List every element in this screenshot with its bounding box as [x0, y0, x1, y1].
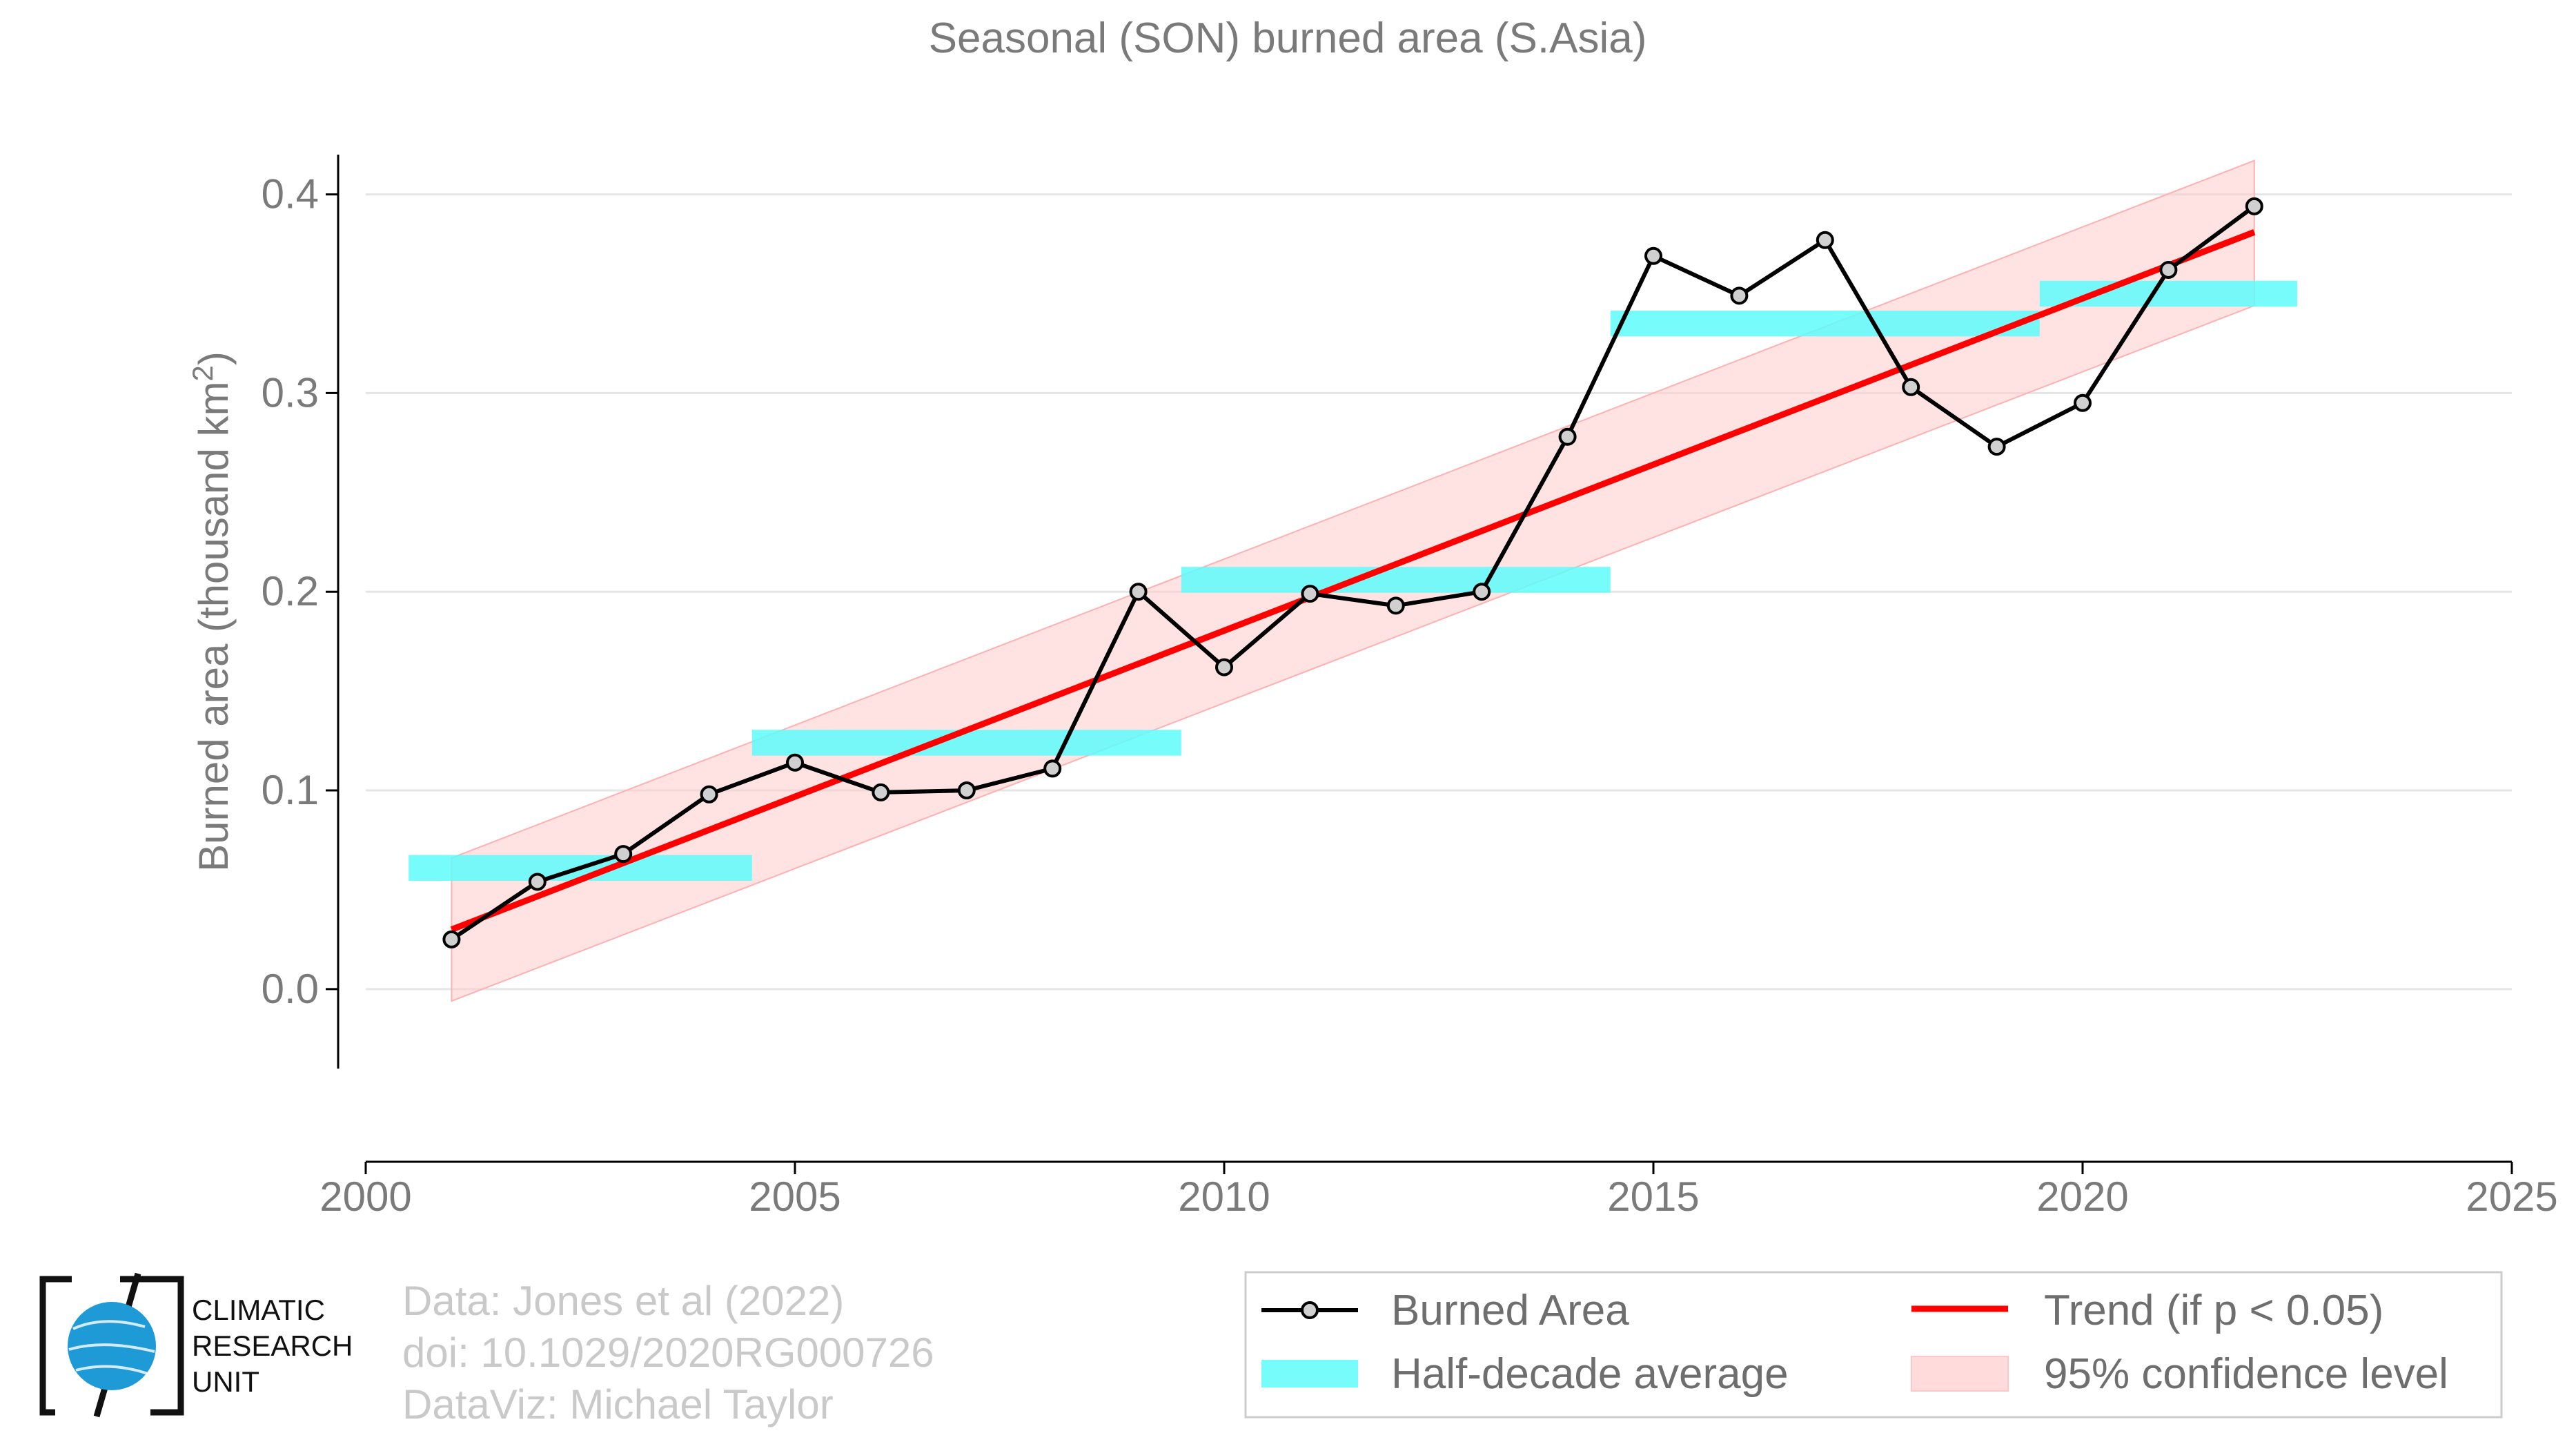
- data-point: [700, 785, 718, 804]
- data-point: [2074, 393, 2092, 412]
- trend-line-group: [450, 229, 2256, 933]
- legend-label-trend: Trend (if p < 0.05): [2044, 1287, 2383, 1334]
- data-point: [1129, 583, 1148, 601]
- burned-area-line: [450, 204, 2256, 942]
- x-tick-label: 2025: [2466, 1174, 2557, 1220]
- half-decade-bar: [751, 730, 1181, 756]
- burned-area-series: [442, 197, 2263, 948]
- x-tick-label: 2015: [1607, 1174, 1699, 1220]
- trend-line: [450, 229, 2256, 933]
- legend-label-half-decade: Half-decade average: [1391, 1350, 1789, 1398]
- data-point: [1301, 585, 1319, 603]
- chart-title: Seasonal (SON) burned area (S.Asia): [929, 14, 1647, 62]
- data-point: [957, 781, 976, 800]
- data-point: [1644, 246, 1662, 265]
- cru-logo: CLIMATIC RESEARCH UNIT: [39, 1272, 353, 1418]
- data-point: [1386, 596, 1405, 615]
- half-decade-bar: [1610, 310, 2040, 337]
- x-tick-label: 2005: [749, 1174, 840, 1220]
- credit-data: Data: Jones et al (2022): [402, 1278, 844, 1324]
- legend-marker-burned-area: [1301, 1301, 1319, 1319]
- y-tick-label: 0.1: [262, 767, 319, 813]
- data-point: [786, 753, 804, 772]
- data-point: [872, 783, 890, 801]
- x-tick-label: 2020: [2036, 1174, 2128, 1220]
- x-tick-label: 2000: [319, 1174, 411, 1220]
- data-point: [1730, 286, 1749, 305]
- data-point: [1215, 658, 1233, 676]
- y-axis-ticks: 0.0 0.1 0.2 0.3 0.4: [262, 171, 338, 1012]
- data-point: [1043, 759, 1062, 778]
- credit-dataviz: DataViz: Michael Taylor: [402, 1381, 834, 1428]
- data-point: [614, 845, 633, 864]
- y-tick-label: 0.2: [262, 568, 319, 614]
- y-axis-label: Burned area (thousand km2): [186, 351, 237, 872]
- legend-swatch-half-decade: [1261, 1360, 1358, 1387]
- half-decade-bars: [409, 280, 2297, 882]
- data-point: [2245, 197, 2263, 215]
- half-decade-bar: [1181, 567, 1611, 593]
- logo-line-2: RESEARCH: [192, 1330, 353, 1362]
- data-point: [528, 873, 547, 891]
- logo-line-1: CLIMATIC: [192, 1294, 325, 1326]
- legend-label-confidence: 95% confidence level: [2044, 1350, 2448, 1398]
- legend: Burned Area Half-decade average Trend (i…: [1244, 1271, 2503, 1419]
- half-decade-bar: [2039, 280, 2297, 307]
- legend-label-burned-area: Burned Area: [1391, 1287, 1629, 1334]
- data-point: [1987, 438, 2006, 456]
- y-tick-label: 0.0: [262, 966, 319, 1012]
- data-point: [1558, 427, 1577, 446]
- legend-frame: [1244, 1271, 2503, 1419]
- credit-doi: doi: 10.1029/2020RG000726: [402, 1330, 934, 1376]
- data-point: [442, 930, 461, 948]
- data-point: [2159, 260, 2178, 279]
- data-point: [1902, 378, 1920, 396]
- x-axis-ticks: 2000 2005 2010 2015 2020 2025: [319, 1162, 2558, 1220]
- y-tick-label: 0.3: [262, 369, 319, 416]
- legend-swatch-confidence: [1911, 1356, 2009, 1392]
- data-point: [1473, 583, 1491, 601]
- x-tick-label: 2010: [1178, 1174, 1270, 1220]
- logo-line-3: UNIT: [192, 1365, 259, 1398]
- y-tick-label: 0.4: [262, 171, 319, 217]
- data-point: [1816, 231, 1834, 249]
